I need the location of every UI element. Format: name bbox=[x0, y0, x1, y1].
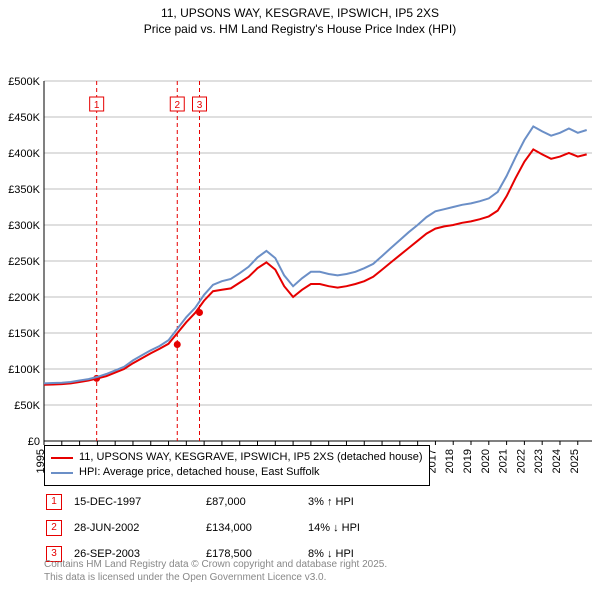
svg-text:£50K: £50K bbox=[14, 400, 40, 412]
svg-text:£500K: £500K bbox=[8, 76, 40, 88]
sale-price: £87,000 bbox=[206, 490, 306, 514]
svg-text:2020: 2020 bbox=[480, 449, 492, 473]
footer-line-1: Contains HM Land Registry data © Crown c… bbox=[44, 558, 387, 571]
legend-label: 11, UPSONS WAY, KESGRAVE, IPSWICH, IP5 2… bbox=[79, 450, 423, 465]
svg-text:2021: 2021 bbox=[498, 449, 510, 473]
svg-text:£200K: £200K bbox=[8, 292, 40, 304]
footer-note: Contains HM Land Registry data © Crown c… bbox=[44, 558, 387, 584]
svg-text:2022: 2022 bbox=[515, 449, 527, 473]
svg-text:2018: 2018 bbox=[444, 449, 456, 473]
svg-text:£450K: £450K bbox=[8, 112, 40, 124]
svg-text:2019: 2019 bbox=[462, 449, 474, 473]
svg-text:2024: 2024 bbox=[551, 449, 563, 473]
chart-title: 11, UPSONS WAY, KESGRAVE, IPSWICH, IP5 2… bbox=[0, 0, 600, 37]
svg-text:1: 1 bbox=[94, 100, 100, 111]
title-line-2: Price paid vs. HM Land Registry's House … bbox=[0, 22, 600, 38]
sale-delta: 3% ↑ HPI bbox=[308, 490, 370, 514]
svg-text:£100K: £100K bbox=[8, 364, 40, 376]
footer-line-2: This data is licensed under the Open Gov… bbox=[44, 571, 387, 584]
svg-text:£0: £0 bbox=[28, 436, 40, 448]
chart-container: 11, UPSONS WAY, KESGRAVE, IPSWICH, IP5 2… bbox=[0, 0, 600, 590]
svg-text:£250K: £250K bbox=[8, 256, 40, 268]
svg-text:2025: 2025 bbox=[569, 449, 581, 473]
svg-text:3: 3 bbox=[197, 100, 203, 111]
title-line-1: 11, UPSONS WAY, KESGRAVE, IPSWICH, IP5 2… bbox=[0, 6, 600, 22]
svg-text:£300K: £300K bbox=[8, 220, 40, 232]
legend-swatch bbox=[51, 457, 73, 459]
svg-text:£400K: £400K bbox=[8, 148, 40, 160]
sale-date: 15-DEC-1997 bbox=[74, 490, 204, 514]
sales-row: 2 28-JUN-2002£134,00014% ↓ HPI bbox=[46, 516, 370, 540]
sale-delta: 14% ↓ HPI bbox=[308, 516, 370, 540]
legend-label: HPI: Average price, detached house, East… bbox=[79, 465, 320, 480]
legend-swatch bbox=[51, 472, 73, 474]
sale-marker-badge: 1 bbox=[46, 494, 62, 510]
chart-svg: £0 £50K £100K £150K £200K £250K £300K £350K £400… bbox=[0, 37, 600, 477]
legend: 11, UPSONS WAY, KESGRAVE, IPSWICH, IP5 2… bbox=[44, 445, 430, 486]
svg-text:£350K: £350K bbox=[8, 184, 40, 196]
svg-text:2: 2 bbox=[174, 100, 180, 111]
legend-row: HPI: Average price, detached house, East… bbox=[51, 465, 423, 480]
sale-marker-badge: 2 bbox=[46, 520, 62, 536]
svg-text:£150K: £150K bbox=[8, 328, 40, 340]
sale-date: 28-JUN-2002 bbox=[74, 516, 204, 540]
svg-text:2023: 2023 bbox=[533, 449, 545, 473]
sales-table: 1 15-DEC-1997£87,0003% ↑ HPI 2 28-JUN-2002£… bbox=[44, 488, 372, 568]
legend-row: 11, UPSONS WAY, KESGRAVE, IPSWICH, IP5 2… bbox=[51, 450, 423, 465]
sale-price: £134,000 bbox=[206, 516, 306, 540]
sales-row: 1 15-DEC-1997£87,0003% ↑ HPI bbox=[46, 490, 370, 514]
